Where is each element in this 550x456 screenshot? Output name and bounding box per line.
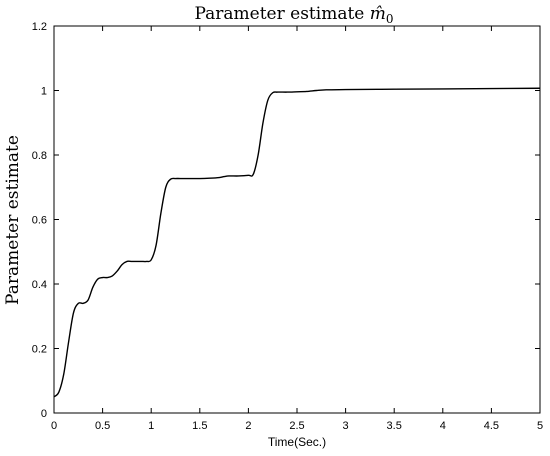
y-tick-label: 0.8 bbox=[32, 150, 47, 162]
series-line-0 bbox=[53, 87, 541, 398]
series-layer bbox=[53, 87, 541, 398]
chart-title: Parameter estimate m̂0 bbox=[194, 4, 393, 26]
x-tick-label: 3 bbox=[343, 420, 349, 432]
y-tick-label: 1 bbox=[41, 86, 47, 98]
y-axis-label: Parameter estimate bbox=[3, 135, 23, 305]
chart-title-main: Parameter estimate bbox=[194, 4, 369, 24]
x-tick-label: 1 bbox=[148, 420, 154, 432]
x-tick-label: 4.5 bbox=[484, 420, 499, 432]
y-tick-label: 1.2 bbox=[32, 21, 47, 33]
x-tick-label: 2.5 bbox=[289, 420, 304, 432]
x-tick-label: 3.5 bbox=[387, 420, 402, 432]
x-tick-label: 0 bbox=[51, 420, 57, 432]
y-tick-label: 0 bbox=[41, 408, 47, 420]
y-tick-label: 0.6 bbox=[32, 215, 47, 227]
x-tick-label: 1.5 bbox=[192, 420, 207, 432]
chart-title-subscript: 0 bbox=[386, 12, 394, 26]
y-axis: 0 0.2 0.4 0.6 0.8 1 1.2 bbox=[32, 21, 540, 420]
x-tick-label: 5 bbox=[537, 420, 543, 432]
x-tick-label: 2 bbox=[245, 420, 251, 432]
x-tick-label: 4 bbox=[440, 420, 446, 432]
x-tick-label: 0.5 bbox=[95, 420, 110, 432]
x-axis: 0 0.5 1 1.5 2 2.5 3 3.5 4 4.5 5 bbox=[51, 26, 543, 432]
plot-area bbox=[53, 25, 541, 414]
y-tick-label: 0.2 bbox=[32, 344, 47, 356]
x-axis-label: Time(Sec.) bbox=[268, 435, 326, 449]
y-tick-label: 0.4 bbox=[32, 279, 47, 291]
chart-title-symbol: m̂ bbox=[370, 4, 386, 24]
